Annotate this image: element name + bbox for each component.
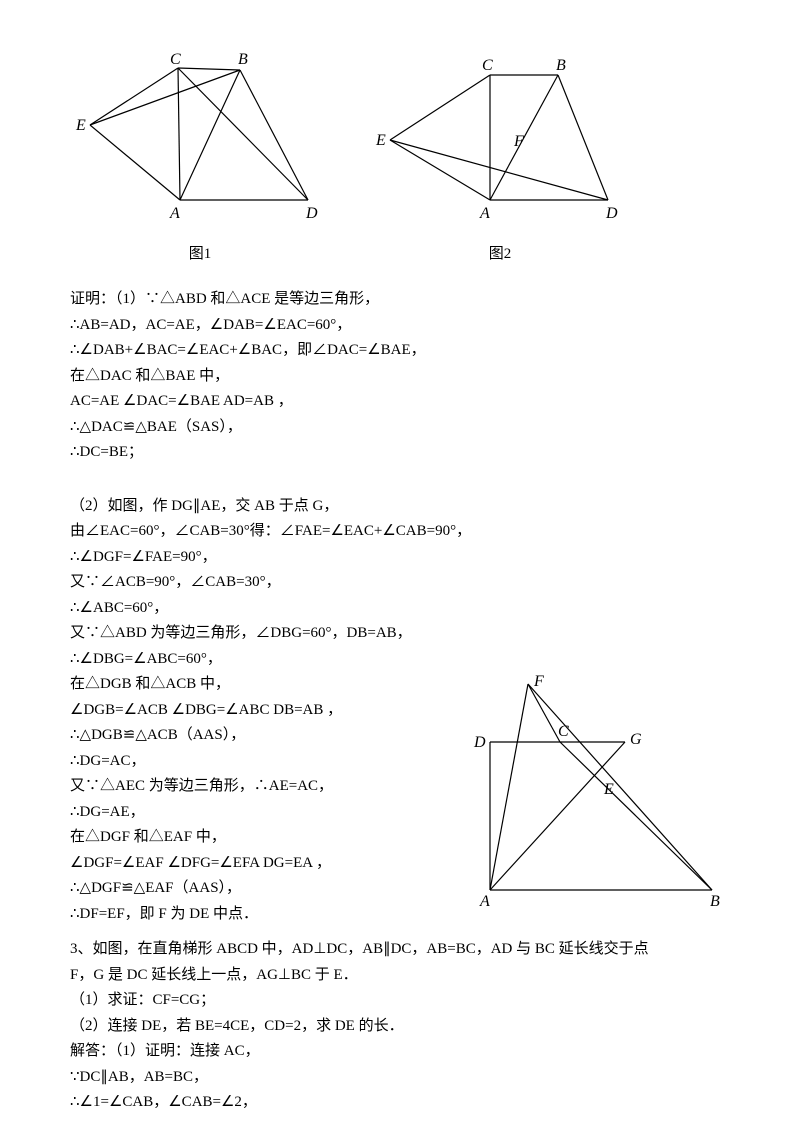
- figure-2-caption: 图2: [370, 242, 630, 268]
- proof-line: ∠DGB=∠ACB ∠DBG=∠ABC DB=AB ，: [70, 698, 440, 724]
- svg-text:D: D: [305, 205, 318, 222]
- proof-line: ∴DC=BE；: [70, 440, 730, 466]
- proof-line: ∴△DAC≌△BAE（SAS），: [70, 415, 730, 441]
- proof-part-2: （2）如图，作 DG∥AE，交 AB 于点 G， 由∠EAC=60°，∠CAB=…: [70, 494, 730, 928]
- proof-line: 在△DGB 和△ACB 中，: [70, 672, 440, 698]
- proof-line: ∴△DGB≌△ACB（AAS），: [70, 723, 440, 749]
- proof-line: 证明：（1）∵△ABD 和△ACE 是等边三角形，: [70, 287, 730, 313]
- svg-text:B: B: [556, 57, 566, 74]
- problem-line: ∴∠1=∠CAB，∠CAB=∠2，: [70, 1090, 730, 1116]
- proof-line: AC=AE ∠DAC=∠BAE AD=AB ，: [70, 389, 730, 415]
- proof-line: ∴DF=EF，即 F 为 DE 中点．: [70, 902, 440, 928]
- figure-3-block: F D C G E A B: [450, 672, 730, 922]
- svg-text:D: D: [473, 734, 486, 751]
- svg-text:F: F: [533, 673, 544, 690]
- proof-line: 由∠EAC=60°，∠CAB=30°得：∠FAE=∠EAC+∠CAB=90°，: [70, 519, 730, 545]
- svg-text:D: D: [605, 205, 618, 222]
- svg-text:C: C: [482, 57, 493, 74]
- proof-line: ∴△DGF≌△EAF（AAS），: [70, 876, 440, 902]
- proof-line: 又∵△AEC 为等边三角形，∴AE=AC，: [70, 774, 440, 800]
- proof-line: ∴∠DGF=∠FAE=90°，: [70, 545, 730, 571]
- svg-text:A: A: [479, 205, 490, 222]
- figure-2-svg: E C B A D F: [370, 50, 630, 230]
- proof-line: ∴DG=AC，: [70, 749, 440, 775]
- svg-text:A: A: [479, 893, 490, 910]
- figure-1-block: E C B A D 图1: [70, 50, 330, 267]
- proof-line: ∴∠DBG=∠ABC=60°，: [70, 647, 730, 673]
- problem-line: 3、如图，在直角梯形 ABCD 中，AD⊥DC，AB∥DC，AB=BC，AD 与…: [70, 937, 730, 963]
- proof-line: 又∵∠ACB=90°，∠CAB=30°，: [70, 570, 730, 596]
- svg-text:E: E: [375, 132, 386, 149]
- proof-line: ∴AB=AD，AC=AE，∠DAB=∠EAC=60°，: [70, 313, 730, 339]
- proof-line: （2）如图，作 DG∥AE，交 AB 于点 G，: [70, 494, 730, 520]
- proof-line: ∴DG=AE，: [70, 800, 440, 826]
- proof-line: ∴∠ABC=60°，: [70, 596, 730, 622]
- problem-line: （1）求证：CF=CG；: [70, 988, 730, 1014]
- svg-text:G: G: [630, 731, 642, 748]
- problem-3: 3、如图，在直角梯形 ABCD 中，AD⊥DC，AB∥DC，AB=BC，AD 与…: [70, 937, 730, 1116]
- problem-line: 解答：（1）证明：连接 AC，: [70, 1039, 730, 1065]
- figure-2-block: E C B A D F 图2: [370, 50, 630, 267]
- problem-line: ∵DC∥AB，AB=BC，: [70, 1065, 730, 1091]
- proof-line: 又∵△ABD 为等边三角形，∠DBG=60°，DB=AB，: [70, 621, 730, 647]
- figure-1-svg: E C B A D: [70, 50, 330, 230]
- svg-text:C: C: [170, 51, 181, 68]
- problem-line: F，G 是 DC 延长线上一点，AG⊥BC 于 E．: [70, 963, 730, 989]
- svg-text:E: E: [75, 117, 86, 134]
- svg-text:E: E: [603, 781, 614, 798]
- svg-text:C: C: [558, 723, 569, 740]
- svg-text:B: B: [710, 893, 720, 910]
- proof-line: 在△DGF 和△EAF 中，: [70, 825, 440, 851]
- svg-text:B: B: [238, 51, 248, 68]
- svg-text:F: F: [513, 133, 524, 150]
- proof-line: ∠DGF=∠EAF ∠DFG=∠EFA DG=EA ，: [70, 851, 440, 877]
- figure-1-caption: 图1: [70, 242, 330, 268]
- figures-row: E C B A D 图1 E C B A D F 图2: [70, 50, 730, 267]
- proof-line: 在△DAC 和△BAE 中，: [70, 364, 730, 390]
- proof-line: ∴∠DAB+∠BAC=∠EAC+∠BAC，即∠DAC=∠BAE，: [70, 338, 730, 364]
- figure-3-svg: F D C G E A B: [450, 672, 730, 912]
- proof-part-1: 证明：（1）∵△ABD 和△ACE 是等边三角形， ∴AB=AD，AC=AE，∠…: [70, 287, 730, 466]
- problem-line: （2）连接 DE，若 BE=4CE，CD=2，求 DE 的长．: [70, 1014, 730, 1040]
- svg-text:A: A: [169, 205, 180, 222]
